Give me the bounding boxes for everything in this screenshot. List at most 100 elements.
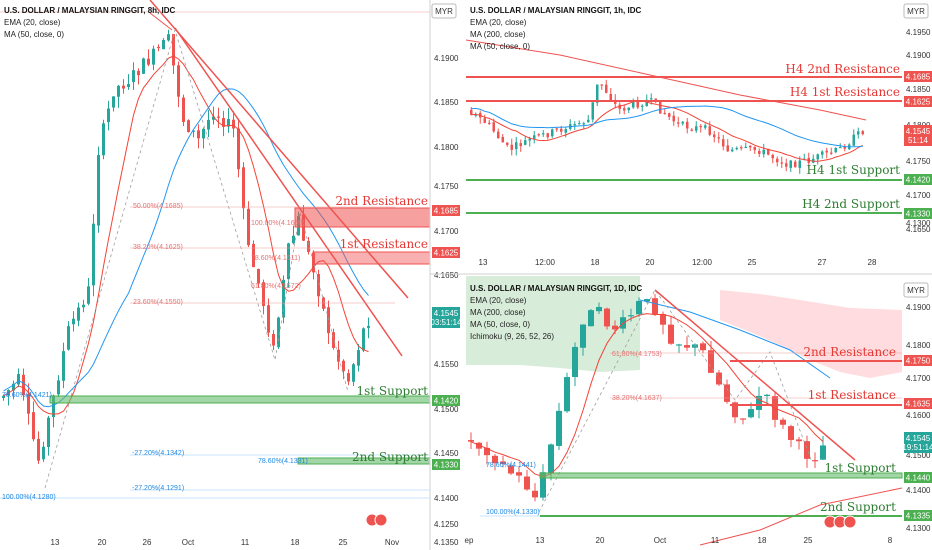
trendline-stub bbox=[149, 12, 173, 31]
candle-body bbox=[681, 121, 684, 124]
trendline-lower[interactable] bbox=[174, 27, 403, 357]
trendline-1d[interactable] bbox=[654, 289, 856, 461]
candle-body bbox=[77, 307, 80, 321]
panel-1d-indicator-2: MA (200, close) bbox=[470, 308, 526, 317]
candle-body bbox=[362, 328, 365, 351]
currency-badge-1h[interactable] bbox=[903, 3, 929, 19]
candle-body bbox=[97, 155, 100, 226]
candle-body bbox=[484, 447, 490, 456]
candle-body bbox=[652, 298, 658, 315]
axis-tag-h4-1st-support-text: 4.1420 bbox=[906, 176, 931, 185]
zone-1st-resistance[interactable] bbox=[312, 251, 431, 265]
candle-body bbox=[247, 208, 250, 246]
trendline-upper[interactable] bbox=[149, 0, 409, 299]
candle-body bbox=[532, 490, 538, 498]
x-tick-label: Oct bbox=[182, 538, 195, 547]
axis-tag-h4-1st-resistance-text: 4.1625 bbox=[906, 98, 931, 107]
label-h4-1st-support: H4 1st Support bbox=[807, 163, 901, 177]
x-tick-label: 11 bbox=[241, 538, 250, 547]
candle-body bbox=[52, 395, 55, 418]
candle-body bbox=[132, 70, 135, 83]
currency-badge-1d[interactable] bbox=[903, 282, 929, 298]
zone-2nd-resistance[interactable] bbox=[294, 207, 431, 228]
axis-tag-h4-2nd-support-text: 4.1330 bbox=[906, 210, 931, 219]
candle-body bbox=[676, 344, 682, 346]
axis-tag-h4-2nd-support bbox=[904, 208, 932, 219]
candle-body bbox=[12, 383, 15, 391]
candle-body bbox=[147, 58, 150, 65]
panel-1d-title: U.S. DOLLAR / MALAYSIAN RINGGIT, 1D, IDC bbox=[470, 284, 642, 293]
candle-body bbox=[22, 374, 25, 396]
candle-body bbox=[788, 426, 794, 440]
panel-1h-indicator-1: EMA (20, close) bbox=[470, 18, 527, 27]
axis-tag-d-2nd-support bbox=[904, 510, 932, 521]
current-price-tag bbox=[432, 307, 460, 328]
candle-body bbox=[605, 84, 608, 93]
panel-1h-ma200-line bbox=[465, 39, 867, 121]
axis-tag-d-1st-support bbox=[904, 472, 932, 483]
fib-label-78-1d: 78.60%(4.1441) bbox=[486, 462, 536, 469]
x-tick-label: 28 bbox=[868, 258, 877, 267]
candle-body bbox=[812, 158, 815, 163]
candle-body bbox=[644, 299, 650, 302]
y-tick-label: 4.1500 bbox=[434, 405, 459, 414]
candle-body bbox=[704, 125, 707, 128]
candle-body bbox=[713, 134, 716, 138]
candle-body bbox=[582, 123, 585, 125]
axis-tag-d-2nd-support-text: 4.1335 bbox=[906, 512, 931, 521]
candle-body bbox=[302, 214, 305, 241]
us-flag-icon[interactable] bbox=[365, 513, 388, 527]
candle-body bbox=[347, 373, 350, 382]
candle-body bbox=[821, 151, 824, 155]
candle-body bbox=[202, 128, 205, 139]
label-d-2nd-resistance: 2nd Resistance bbox=[803, 345, 896, 359]
candle-body bbox=[537, 134, 540, 136]
y-tick-label: 4.1600 bbox=[906, 411, 931, 420]
panel-1h[interactable]: H4 2nd Resistance H4 1st Resistance H4 1… bbox=[465, 0, 932, 268]
candle-body bbox=[596, 306, 602, 312]
panel-8h[interactable]: 2nd Resistance 1st Resistance 1st Suppor… bbox=[0, 0, 462, 550]
d-1st-support-zone[interactable] bbox=[539, 472, 903, 479]
axis-tag-2nd-resistance bbox=[432, 205, 460, 216]
label-2nd-resistance: 2nd Resistance bbox=[335, 194, 428, 208]
x-tick-label: 20 bbox=[596, 536, 605, 545]
axis-tag-h4-1st-resistance bbox=[904, 96, 932, 107]
axis-tag-h4-2nd-resistance-text: 4.1685 bbox=[906, 73, 931, 82]
x-tick-label: 25 bbox=[339, 538, 348, 547]
x-tick-label: 11 bbox=[711, 536, 720, 545]
candle-body bbox=[794, 161, 797, 168]
candle-body bbox=[515, 142, 518, 150]
candle-body bbox=[726, 145, 729, 152]
fib-label-78-a: 78.60%(4.1421) bbox=[2, 392, 52, 399]
axis-tag-2nd-support bbox=[432, 459, 460, 470]
candle-body bbox=[470, 109, 473, 115]
candle-body bbox=[756, 395, 762, 410]
y-tick-label: 4.1650 bbox=[906, 225, 931, 234]
y-tick-label: 4.1750 bbox=[434, 182, 459, 191]
currency-badge[interactable] bbox=[431, 3, 457, 19]
candle-body bbox=[677, 122, 680, 124]
candle-body bbox=[816, 154, 819, 160]
current-price-tag-1h bbox=[904, 125, 932, 146]
candle-body bbox=[540, 472, 546, 498]
us-flag-icon-1d[interactable] bbox=[823, 515, 857, 529]
candle-body bbox=[548, 444, 554, 473]
candle-body bbox=[699, 126, 702, 128]
candle-body bbox=[618, 104, 621, 109]
panel-1d[interactable]: 2nd Resistance 1st Resistance 1st Suppor… bbox=[465, 276, 932, 550]
label-h4-1st-resistance: H4 1st Resistance bbox=[790, 85, 900, 99]
x-tick-label: 25 bbox=[748, 258, 757, 267]
candle-body bbox=[578, 123, 581, 125]
x-tick-label: 20 bbox=[98, 538, 107, 547]
y-tick-label: 4.1850 bbox=[434, 98, 459, 107]
candle-body bbox=[612, 325, 618, 330]
candle-body bbox=[524, 140, 527, 145]
panel-1d-indicator-4: Ichimoku (9, 26, 52, 26) bbox=[470, 332, 554, 341]
candle-body bbox=[820, 445, 826, 460]
candle-body bbox=[492, 455, 498, 464]
panel-1h-title: U.S. DOLLAR / MALAYSIAN RINGGIT, 1h, IDC bbox=[470, 6, 641, 15]
candle-body bbox=[627, 107, 630, 111]
panel-1h-ma50-line bbox=[471, 105, 863, 148]
candle-body bbox=[623, 108, 626, 111]
candle-body bbox=[468, 440, 474, 442]
